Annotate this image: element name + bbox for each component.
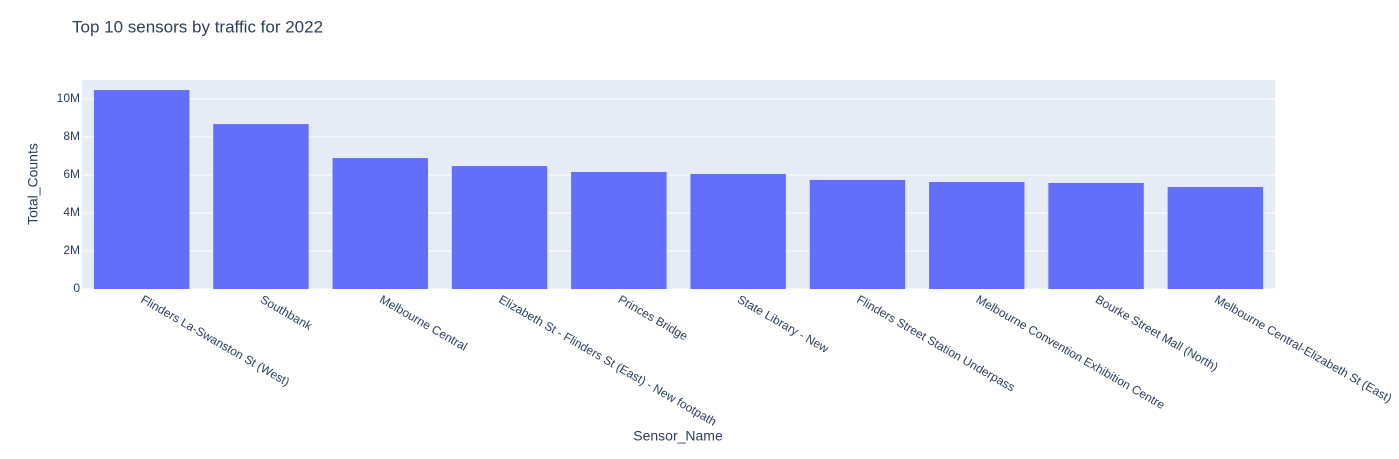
bar [809, 179, 906, 289]
bar [213, 124, 309, 289]
y-tick-label: 6M [63, 167, 80, 181]
y-tick-label: 2M [63, 243, 80, 257]
chart-title: Top 10 sensors by traffic for 2022 [72, 17, 323, 36]
x-tick-label: Melbourne Central [377, 292, 469, 353]
bar [571, 171, 667, 289]
x-tick-label: Melbourne Central-Elizabeth St (East) [1212, 292, 1394, 405]
y-tick-label: 4M [63, 205, 80, 219]
x-tick-label: Princes Bridge [616, 292, 691, 343]
bar [93, 90, 190, 289]
x-tick-label: Melbourne Convention Exhibition Centre [974, 292, 1168, 412]
y-axis-title: Total_Counts [25, 143, 41, 225]
x-tick-label: Elizabeth St - Flinders St (East) - New … [496, 292, 718, 429]
x-tick-label: State Library - New [735, 292, 831, 356]
x-tick-label: Bourke Street Mall (North) [1093, 292, 1221, 374]
x-tick-label: Southbank [258, 292, 316, 333]
bar [929, 182, 1025, 289]
bar [332, 158, 428, 289]
bar [1167, 186, 1264, 289]
bar [1048, 182, 1144, 289]
bar [451, 166, 548, 289]
x-axis-title: Sensor_Name [633, 428, 723, 444]
bar [690, 174, 786, 289]
y-tick-label: 8M [63, 129, 80, 143]
y-tick-label: 10M [57, 91, 80, 105]
y-tick-label: 0 [73, 281, 80, 295]
